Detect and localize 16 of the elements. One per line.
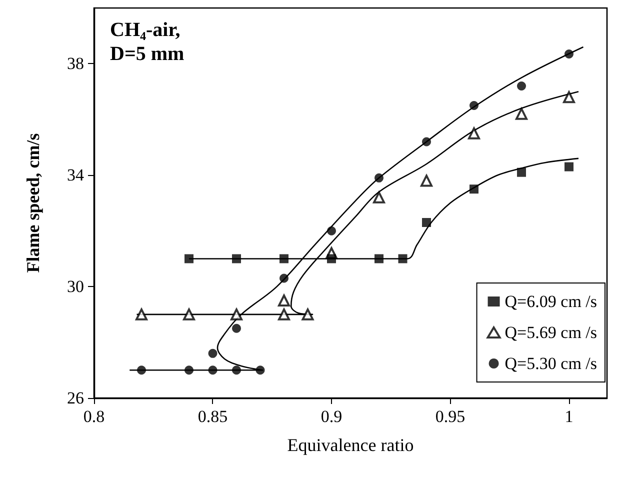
y-tick-label: 38 — [67, 54, 84, 74]
x-tick-label: 1 — [564, 407, 574, 426]
x-tick-label: 0.95 — [435, 407, 466, 426]
legend-label: Q=5.30 cm /s — [504, 354, 598, 373]
annotation: D=5 mm — [110, 43, 184, 65]
y-axis-title: Flame speed, cm/s — [23, 133, 43, 273]
legend-label: Q=6.09 cm /s — [504, 292, 598, 311]
x-axis-title: Equivalence ratio — [287, 435, 414, 455]
x-tick-label: 0.8 — [83, 407, 105, 426]
legend-label: Q=5.69 cm /s — [504, 323, 598, 342]
annotation: CH₄-air, — [110, 19, 180, 41]
x-tick-label: 0.85 — [198, 407, 228, 426]
x-tick-label: 0.9 — [320, 407, 342, 426]
y-tick-label: 26 — [67, 388, 84, 408]
y-tick-label: 30 — [67, 277, 84, 296]
y-tick-label: 34 — [67, 166, 84, 185]
